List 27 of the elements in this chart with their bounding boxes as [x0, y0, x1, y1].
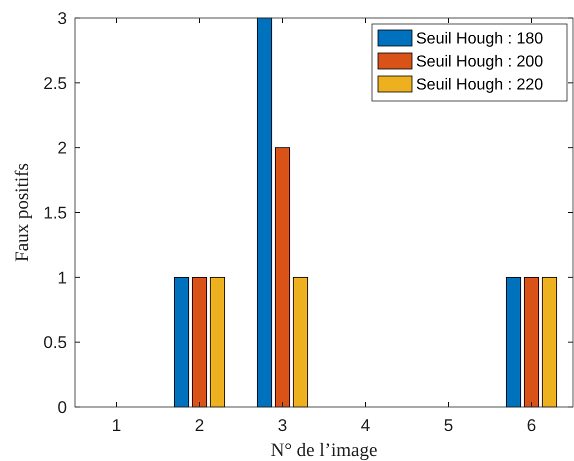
y-axis-title: Faux positifs: [12, 163, 33, 262]
y-tick-label: 1: [58, 268, 67, 288]
y-tick-label: 2: [58, 138, 67, 158]
bar: [210, 276, 226, 408]
legend-label: Seuil Hough : 180: [416, 30, 544, 48]
y-tick-label: 1.5: [43, 203, 67, 222]
legend-label: Seuil Hough : 200: [416, 54, 544, 71]
y-tick-label: 0: [58, 398, 67, 417]
bar: [506, 276, 522, 408]
x-tick-label: 2: [194, 416, 204, 435]
y-tick-label: 0.5: [43, 333, 67, 352]
x-tick-label: 1: [112, 416, 122, 435]
x-tick-label: 5: [444, 416, 454, 435]
x-tick-label: 3: [278, 416, 288, 435]
bar: [292, 276, 308, 408]
bar: [192, 276, 208, 408]
x-tick-label: 4: [360, 416, 370, 435]
x-axis-title: N° de l’image: [270, 440, 378, 461]
bar: [274, 147, 290, 408]
bar: [524, 276, 540, 408]
bar: [174, 276, 190, 408]
x-tick-label: 6: [526, 416, 536, 435]
legend-label: Seuil Hough : 220: [416, 76, 544, 94]
bar: [542, 276, 558, 408]
bar: [256, 18, 272, 408]
y-tick-label: 2.5: [43, 74, 67, 93]
y-tick-label: 3: [58, 8, 67, 28]
